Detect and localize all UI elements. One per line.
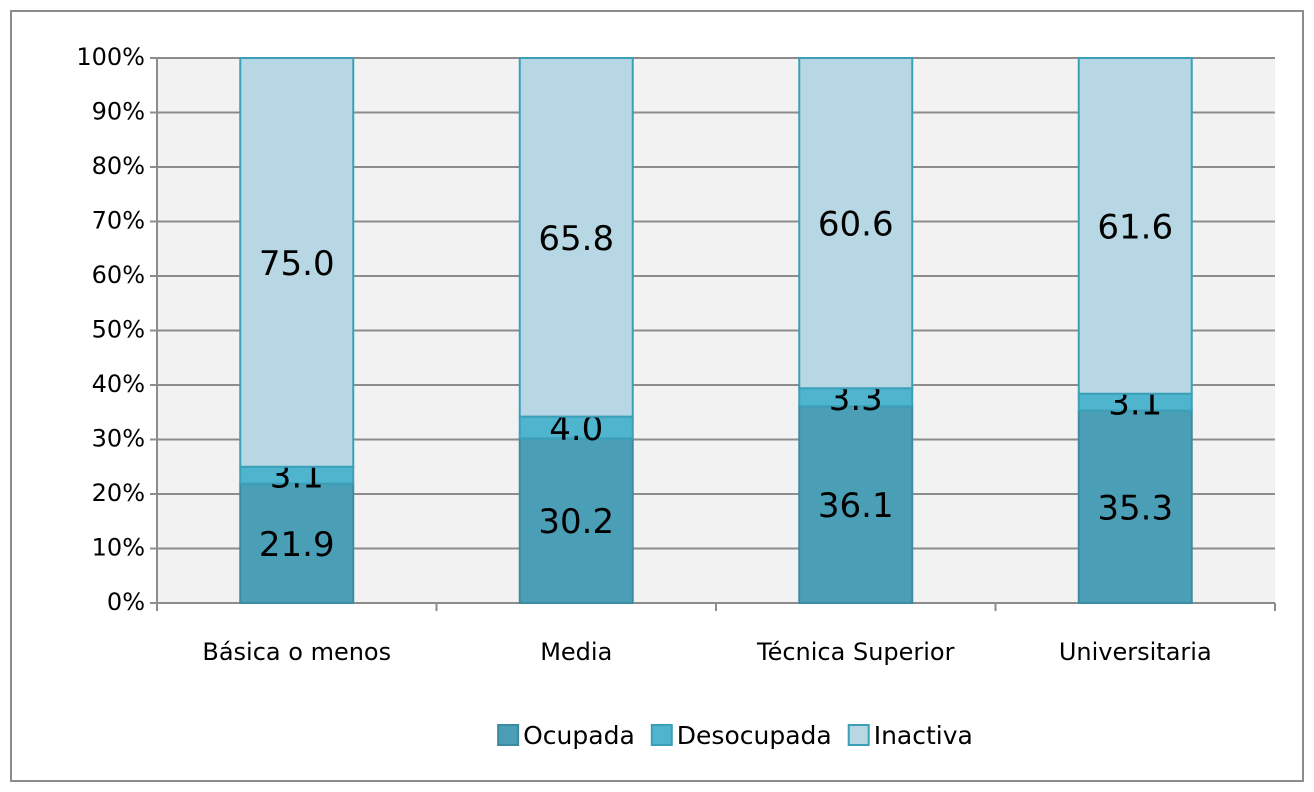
data-label: 65.8 — [538, 219, 614, 259]
data-label: 21.9 — [259, 525, 335, 565]
y-tick-label: 10% — [92, 534, 145, 562]
x-tick-label: Media — [540, 638, 612, 666]
data-label: 60.6 — [818, 205, 894, 245]
legend-label: Inactiva — [874, 721, 973, 750]
x-tick-label: Universitaria — [1059, 638, 1212, 666]
legend-swatch — [847, 724, 870, 746]
legend-swatch — [650, 724, 673, 746]
bar-segment — [518, 437, 634, 604]
legend-label: Ocupada — [523, 721, 635, 750]
y-tick-label: 80% — [92, 152, 145, 180]
bar-segment — [798, 405, 914, 604]
bar-segment — [798, 57, 914, 390]
bar-segment — [239, 57, 355, 468]
y-tick-label: 50% — [92, 316, 145, 344]
legend-label: Desocupada — [677, 721, 832, 750]
y-tick-label: 90% — [92, 98, 145, 126]
y-tick-label: 70% — [92, 207, 145, 235]
data-label: 36.1 — [818, 486, 894, 526]
data-label: 61.6 — [1097, 207, 1173, 247]
data-label: 75.0 — [259, 244, 335, 284]
legend-swatch — [497, 724, 520, 746]
y-tick-label: 60% — [92, 261, 145, 289]
y-tick-label: 40% — [92, 370, 145, 398]
data-label: 30.2 — [538, 502, 614, 542]
y-tick-label: 100% — [76, 43, 145, 71]
bar-segment — [239, 482, 355, 604]
y-tick-label: 30% — [92, 425, 145, 453]
y-tick-label: 0% — [107, 588, 145, 616]
x-tick-label: Básica o menos — [202, 638, 391, 666]
bar-segment — [518, 57, 634, 418]
y-tick-label: 20% — [92, 479, 145, 507]
data-label: 35.3 — [1097, 488, 1173, 528]
x-tick-label: Técnica Superior — [756, 638, 955, 666]
bar-segment — [1077, 57, 1193, 395]
